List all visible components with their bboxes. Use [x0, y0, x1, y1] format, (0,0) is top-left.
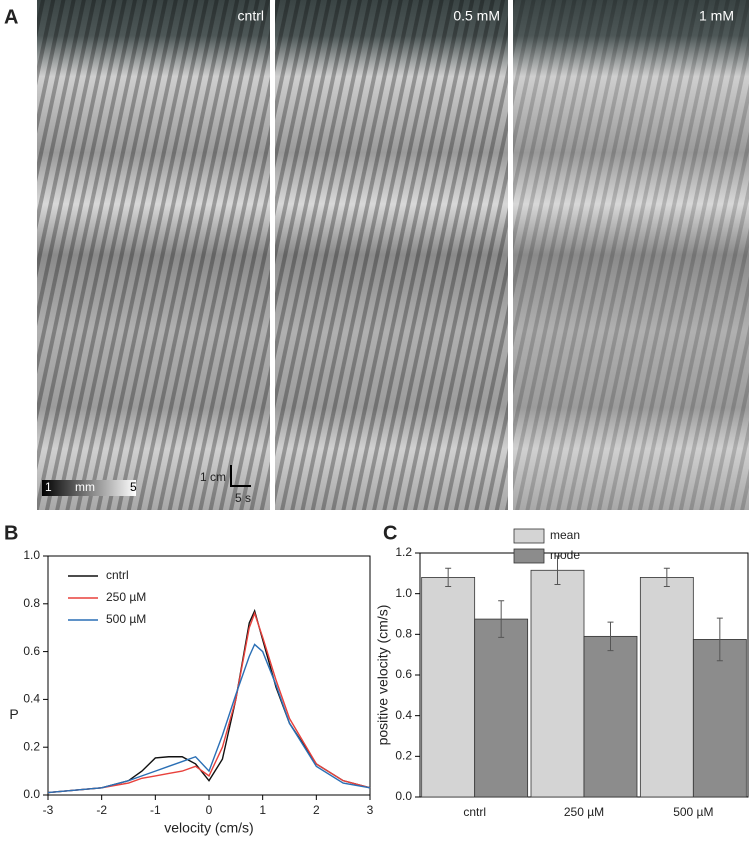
line: [47, 611, 371, 794]
y-tick-label: 0.2: [23, 739, 40, 753]
x-tick-label: 3: [367, 803, 374, 817]
bar: [421, 577, 476, 798]
error-bar: [663, 567, 670, 588]
y-tick-label: 1.0: [395, 586, 412, 600]
colorbar-label: mm: [75, 480, 95, 494]
x-axis-label: velocity (cm/s): [164, 820, 253, 836]
y-axis-label: P: [9, 706, 18, 722]
kymographs: [37, 0, 749, 510]
scale-label: 5 s: [235, 491, 251, 505]
panel-letter: C: [383, 522, 397, 544]
x-tick-label: 250 µM: [564, 805, 604, 819]
y-axis-label: positive velocity (cm/s): [375, 605, 391, 746]
y-tick-label: 1.2: [395, 545, 412, 559]
x-tick-label: -2: [96, 803, 107, 817]
kymograph-texture: [513, 0, 749, 510]
y-tick-label: 0.2: [395, 749, 412, 763]
legend-swatch: [513, 528, 545, 544]
bar: [583, 635, 638, 798]
y-tick-label: 0.0: [23, 787, 40, 801]
y-tick-label: 0.8: [395, 627, 412, 641]
kymograph-texture: [37, 0, 270, 510]
error-bar: [445, 567, 452, 588]
y-tick-label: 0.4: [23, 692, 40, 706]
panel-letter: B: [4, 522, 18, 544]
bar: [530, 569, 585, 798]
colorbar-label: 1: [45, 480, 52, 494]
line: [47, 608, 371, 794]
y-tick-label: 0.8: [23, 596, 40, 610]
y-tick-label: 0.4: [395, 708, 412, 722]
y-tick-label: 0.0: [395, 789, 412, 803]
panel-letter: A: [4, 6, 18, 28]
kymograph-label: 1 mM: [699, 8, 734, 24]
kymograph-label: cntrl: [238, 8, 264, 24]
colorbar-label: 5: [130, 480, 137, 494]
error-bar: [498, 600, 505, 638]
x-tick-label: 2: [313, 803, 320, 817]
legend-label: 250 µM: [106, 590, 146, 604]
colorbar: [42, 480, 136, 496]
bar: [474, 618, 529, 798]
kymograph-label: 0.5 mM: [453, 8, 500, 24]
x-tick-label: 1: [259, 803, 266, 817]
legend-label: mode: [550, 548, 580, 562]
scale-bar: [230, 465, 251, 487]
plot-frame: [47, 555, 371, 796]
legend-label: 500 µM: [106, 612, 146, 626]
y-tick-label: 1.0: [23, 548, 40, 562]
x-tick-label: -3: [43, 803, 54, 817]
legend-label: cntrl: [106, 568, 129, 582]
error-bar: [716, 617, 723, 662]
bar: [692, 639, 747, 798]
scale-label: 1 cm: [200, 470, 226, 484]
line: [47, 643, 371, 794]
x-tick-label: 0: [206, 803, 213, 817]
y-tick-label: 0.6: [395, 667, 412, 681]
x-tick-label: 500 µM: [673, 805, 713, 819]
kymograph-texture: [275, 0, 508, 510]
error-bar: [607, 621, 614, 652]
x-tick-label: -1: [150, 803, 161, 817]
error-bar: [554, 555, 561, 586]
x-tick-label: cntrl: [463, 805, 486, 819]
legend-label: mean: [550, 528, 580, 542]
bar: [639, 577, 694, 798]
y-tick-label: 0.6: [23, 644, 40, 658]
legend-swatch: [513, 548, 545, 564]
